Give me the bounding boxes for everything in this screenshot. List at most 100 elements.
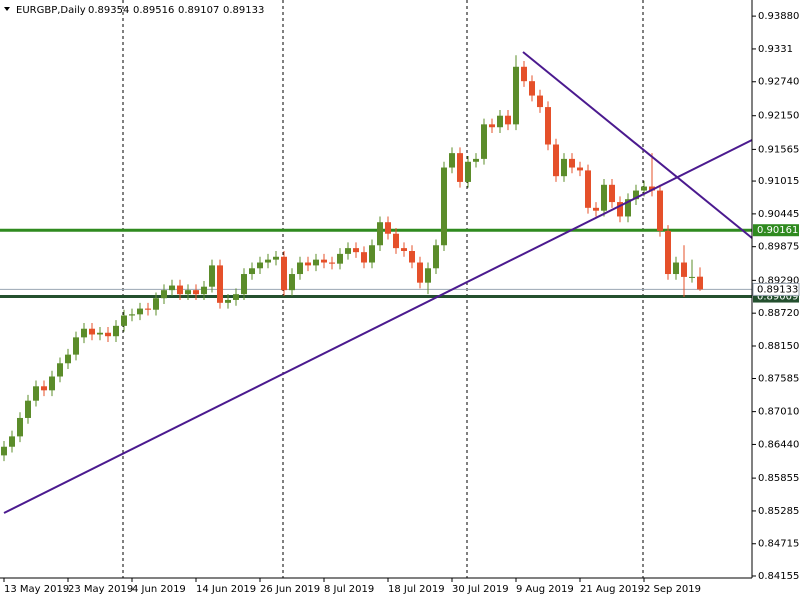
price-label: 0.89009: [757, 292, 798, 303]
candle-body: [441, 167, 447, 246]
candle-body: [337, 253, 343, 264]
candle-body: [433, 245, 439, 269]
candle-body: [681, 262, 687, 277]
candle-body: [617, 202, 623, 217]
candle-body: [129, 314, 135, 316]
y-tick-label: 0.85285: [758, 506, 799, 517]
candle-body: [169, 285, 175, 291]
candle-body: [393, 233, 399, 249]
y-tick-label: 0.89290: [758, 275, 799, 286]
candle-body: [481, 124, 487, 159]
candle-body: [377, 222, 383, 246]
candle-body: [313, 259, 319, 266]
candle-body: [41, 386, 47, 391]
candle-body: [257, 262, 263, 269]
candle-body: [353, 248, 359, 253]
candle-body: [513, 66, 519, 125]
y-tick-label: 0.91015: [758, 176, 799, 187]
y-tick-label: 0.85855: [758, 473, 799, 484]
candle-body: [689, 276, 695, 278]
candle-body: [233, 294, 239, 300]
candle-body: [697, 276, 703, 290]
y-tick-label: 0.84715: [758, 539, 799, 550]
y-tick-label: 0.92740: [758, 77, 799, 88]
candle-body: [417, 262, 423, 283]
y-tick-label: 0.87585: [758, 374, 799, 385]
candle-body: [121, 315, 127, 326]
x-tick-label: 30 Jul 2019: [452, 584, 509, 595]
candle-body: [401, 248, 407, 252]
candle-body: [641, 186, 647, 191]
candle-body: [273, 256, 279, 260]
candle-body: [9, 436, 15, 447]
candle-body: [673, 262, 679, 275]
candle-body: [561, 158, 567, 177]
candle-body: [153, 298, 159, 310]
candle-body: [497, 115, 503, 128]
candle-body: [425, 268, 431, 283]
candle-body: [81, 328, 87, 338]
candle-body: [25, 400, 31, 418]
candle-body: [17, 417, 23, 437]
candle-body: [297, 262, 303, 275]
candle-body: [625, 199, 631, 217]
candle-body: [449, 153, 455, 168]
x-tick-label: 8 Jul 2019: [324, 584, 374, 595]
candle-body: [521, 66, 527, 82]
price-label-box: [753, 224, 799, 237]
candle-body: [553, 144, 559, 177]
candle-body: [609, 184, 615, 203]
x-tick-label: 23 May 2019: [68, 584, 133, 595]
chart-title: EURGBP,Daily: [16, 5, 86, 16]
candle-body: [145, 308, 151, 310]
header-low: 0.89107: [178, 5, 219, 16]
y-tick-label: 0.93880: [758, 11, 799, 22]
candle-body: [161, 290, 167, 299]
candle-body: [409, 251, 415, 263]
candle-body: [473, 158, 479, 162]
candle-body: [649, 186, 655, 191]
candle-body: [89, 328, 95, 335]
candle-body: [289, 274, 295, 291]
candle-body: [577, 167, 583, 171]
candle-body: [569, 158, 575, 168]
candle-body: [177, 285, 183, 295]
candle-body: [201, 286, 207, 295]
x-tick-label: 21 Aug 2019: [580, 584, 644, 595]
y-tick-label: 0.91565: [758, 144, 799, 155]
candle-body: [329, 262, 335, 264]
candle-body: [537, 95, 543, 108]
candle-body: [457, 153, 463, 182]
candle-body: [633, 190, 639, 200]
header-high: 0.89516: [133, 5, 174, 16]
candle-body: [305, 262, 311, 266]
x-tick-label: 13 May 2019: [4, 584, 69, 595]
menu-arrow: [4, 7, 10, 11]
x-tick-label: 14 Jun 2019: [196, 584, 256, 595]
candle-body: [281, 256, 287, 291]
y-tick-label: 0.92150: [758, 111, 799, 122]
x-tick-label: 9 Aug 2019: [516, 584, 574, 595]
candle-body: [601, 184, 607, 211]
y-tick-label: 0.89875: [758, 242, 799, 253]
candle-body: [249, 268, 255, 275]
y-tick-label: 0.86440: [758, 439, 799, 450]
x-tick-label: 4 Jun 2019: [132, 584, 186, 595]
candle-body: [113, 325, 119, 337]
y-tick-label: 0.87010: [758, 407, 799, 418]
candle-body: [465, 161, 471, 182]
candle-body: [345, 248, 351, 254]
candle-body: [57, 363, 63, 377]
y-tick-label: 0.88720: [758, 308, 799, 319]
x-tick-label: 2 Sep 2019: [644, 584, 701, 595]
candle-body: [529, 81, 535, 96]
candle-body: [137, 308, 143, 315]
candle-body: [505, 115, 511, 125]
candle-body: [545, 107, 551, 145]
candle-body: [489, 124, 495, 128]
candle-body: [73, 337, 79, 355]
candle-body: [193, 290, 199, 295]
